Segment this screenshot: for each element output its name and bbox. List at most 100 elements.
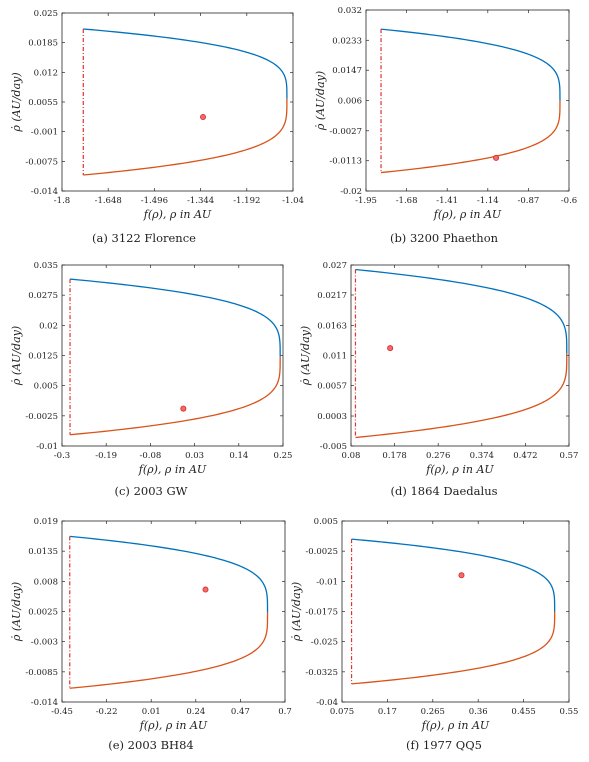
chart-panel-6: 0.075 0.17 0.265 0.36 0.455 0.55 0.005 -0.0025 -…	[290, 517, 578, 752]
x-tick-label: 0.17	[378, 707, 397, 717]
lower-branch-line	[83, 98, 288, 176]
y-tick-label: 0.006	[338, 97, 362, 107]
y-tick-label: 0.0217	[317, 291, 347, 301]
x-tick-label: 0.08	[342, 451, 361, 461]
x-tick-label: -1.95	[355, 196, 377, 206]
y-axis-label: ρ̇ (AU/day)	[10, 326, 23, 386]
x-tick-label: 0.265	[421, 707, 445, 717]
x-tick-label: -1.14	[477, 196, 499, 206]
y-axis-label: ρ̇ (AU/day)	[314, 71, 327, 131]
x-tick-label: -1.648	[95, 196, 122, 206]
object-point	[458, 572, 465, 579]
x-tick-label: 0.472	[513, 451, 537, 461]
y-tick-label: -0.02	[340, 187, 362, 197]
lower-branch-line	[380, 100, 561, 174]
x-tick-label: 0.03	[185, 451, 204, 461]
x-tick-label: -1.344	[187, 196, 214, 206]
y-tick-label: 0.0125	[28, 352, 58, 362]
panel-caption: (b) 3200 Phaethon	[390, 231, 499, 245]
x-tick-label: -0.87	[517, 196, 539, 206]
x-tick-label: -0.3	[54, 451, 70, 461]
y-tick-label: 0.011	[323, 352, 347, 362]
x-axis-label: f(ρ), ρ in AU	[143, 208, 212, 221]
upper-branch-line	[380, 28, 561, 101]
y-tick-label: -0.014	[31, 187, 58, 197]
x-tick-label: -1.68	[396, 196, 418, 206]
x-tick-label: -1.192	[233, 196, 260, 206]
y-tick-label: 0.035	[34, 261, 58, 271]
y-tick-label: -0.025	[311, 638, 338, 648]
upper-branch-line	[351, 538, 556, 612]
y-tick-label: 0.0003	[317, 412, 347, 422]
x-tick-label: 0.36	[469, 707, 488, 717]
x-tick-label: 0.075	[330, 707, 354, 717]
upper-branch-line	[69, 278, 281, 357]
y-axis-label: ρ̇ (AU/day)	[299, 326, 312, 386]
panel-caption: (c) 2003 GW	[115, 484, 188, 498]
object-point	[202, 586, 209, 593]
x-tick-label: 0.7	[278, 707, 292, 717]
x-tick-label: 0.374	[470, 451, 494, 461]
y-tick-label: 0.0057	[317, 381, 347, 391]
lower-branch-line	[351, 611, 556, 685]
x-tick-label: 0.24	[186, 707, 205, 717]
y-tick-label: -0.0075	[25, 157, 58, 167]
chart-panel-4: 0.08 0.178 0.276 0.374 0.472 0.57 0.027 0.0217 0…	[299, 261, 578, 498]
panel-caption: (d) 1864 Daedalus	[391, 484, 498, 498]
x-axis-label: f(ρ), ρ in AU	[139, 719, 208, 732]
x-tick-label: 0.47	[231, 707, 250, 717]
lower-branch-line	[69, 356, 281, 436]
y-tick-label: -0.01	[36, 442, 58, 452]
y-tick-label: -0.0325	[305, 668, 338, 678]
object-point	[387, 345, 394, 352]
plot-frame	[341, 520, 570, 703]
y-tick-label: 0.0233	[332, 36, 362, 46]
x-tick-label: -0.45	[51, 707, 73, 717]
x-tick-label: 0.01	[142, 707, 161, 717]
x-tick-label: 0.455	[511, 707, 535, 717]
lower-branch-line	[69, 612, 269, 689]
y-tick-label: -0.04	[316, 698, 338, 708]
upper-branch-line	[355, 268, 568, 354]
upper-branch-line	[83, 28, 288, 99]
x-tick-label: -0.22	[96, 707, 118, 717]
x-tick-label: -1.8	[54, 196, 70, 206]
chart-panel-5: -0.45 -0.22 0.01 0.24 0.47 0.7 0.019 0.0135 0.00…	[10, 517, 292, 752]
y-axis-label: ρ̇ (AU/day)	[10, 582, 23, 642]
y-tick-label: 0.008	[34, 577, 58, 587]
plot-frame	[61, 264, 284, 447]
panel-caption: (a) 3122 Florence	[92, 231, 196, 245]
panel-caption: (e) 2003 BH84	[108, 738, 193, 752]
object-point	[200, 114, 207, 121]
x-tick-label: 0.55	[560, 707, 579, 717]
x-tick-label: 0.57	[560, 451, 579, 461]
y-tick-label: 0.0275	[28, 291, 58, 301]
y-tick-label: 0.019	[34, 517, 58, 527]
x-tick-label: -0.6	[561, 196, 577, 206]
y-tick-label: -0.005	[320, 442, 347, 452]
y-tick-label: 0.032	[338, 6, 362, 16]
x-axis-label: f(ρ), ρ in AU	[138, 463, 207, 476]
y-tick-label: -0.003	[31, 638, 58, 648]
panel-caption: (f) 1977 QQ5	[406, 738, 482, 752]
x-tick-label: -0.08	[139, 451, 161, 461]
y-tick-label: 0.005	[34, 382, 58, 392]
x-axis-label: f(ρ), ρ in AU	[425, 463, 494, 476]
y-tick-label: 0.0147	[332, 66, 362, 76]
y-tick-label: 0.0055	[28, 98, 58, 108]
y-tick-label: 0.027	[323, 261, 347, 271]
x-tick-label: 0.276	[426, 451, 450, 461]
y-tick-label: 0.0163	[317, 322, 347, 332]
y-tick-label: -0.0175	[305, 608, 338, 618]
object-point	[180, 405, 187, 412]
y-tick-label: -0.0085	[25, 668, 58, 678]
plot-frame	[350, 264, 570, 447]
x-axis-label: f(ρ), ρ in AU	[421, 719, 490, 732]
y-tick-label: 0.0185	[28, 39, 58, 49]
y-axis-label: ρ̇ (AU/day)	[10, 72, 23, 132]
y-tick-label: 0.02	[39, 321, 58, 331]
lower-branch-line	[355, 353, 568, 439]
object-point	[493, 154, 500, 161]
y-tick-label: 0.025	[34, 9, 58, 19]
